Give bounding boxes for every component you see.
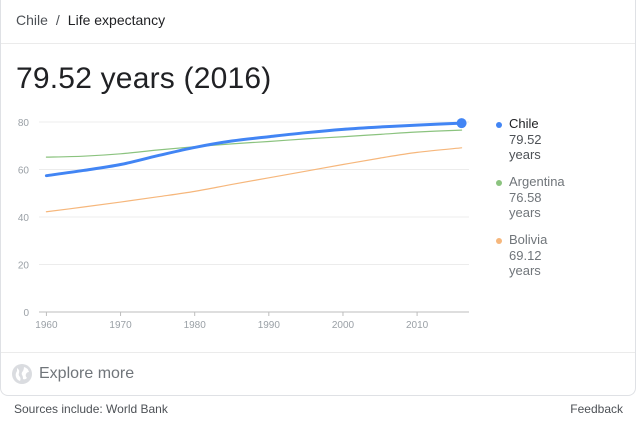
x-tick-label: 1980 bbox=[184, 320, 207, 331]
legend-value: 69.12 years bbox=[509, 248, 542, 278]
explore-more-button[interactable]: Explore more bbox=[11, 363, 134, 385]
globe-icon bbox=[12, 364, 32, 384]
legend-value: 79.52 years bbox=[509, 132, 542, 162]
y-tick-label: 60 bbox=[18, 166, 30, 177]
feedback-link[interactable]: Feedback bbox=[570, 402, 623, 416]
legend-name: Argentina bbox=[509, 174, 565, 189]
y-tick-label: 20 bbox=[18, 261, 30, 272]
series-line-argentina bbox=[45, 129, 463, 158]
divider bbox=[1, 43, 635, 44]
legend-dot-bolivia bbox=[496, 238, 502, 244]
y-tick-label: 80 bbox=[18, 118, 30, 129]
series-line-chile bbox=[44, 121, 464, 178]
legend-name: Chile bbox=[509, 116, 539, 131]
y-tick-label: 0 bbox=[23, 308, 29, 319]
breadcrumb: Chile / Life expectancy bbox=[16, 12, 165, 28]
legend-dot-chile bbox=[496, 122, 502, 128]
divider bbox=[1, 352, 635, 353]
x-tick-label: 1990 bbox=[258, 320, 281, 331]
explore-more-label: Explore more bbox=[39, 365, 135, 382]
x-tick-label: 2000 bbox=[332, 320, 355, 331]
sources-note: Sources include: World Bank bbox=[14, 402, 168, 416]
life-expectancy-chart: 0 20 40 60 80 1960 1970 1980 1990 2000 2010 bbox=[18, 118, 469, 331]
headline-value: 79.52 years (2016) bbox=[16, 62, 272, 95]
series-line-bolivia bbox=[45, 147, 463, 213]
breadcrumb-current: Life expectancy bbox=[67, 12, 166, 28]
legend-value: 76.58 years bbox=[509, 190, 542, 220]
breadcrumb-separator: / bbox=[55, 12, 60, 28]
legend-dot-argentina bbox=[496, 180, 502, 186]
breadcrumb-country[interactable]: Chile bbox=[16, 12, 48, 28]
x-tick-label: 1960 bbox=[35, 320, 58, 331]
x-tick-label: 1970 bbox=[109, 320, 132, 331]
knowledge-card: Chile / Life expectancy 79.52 years (201… bbox=[0, 0, 636, 396]
highlight-point bbox=[456, 118, 467, 129]
y-tick-label: 40 bbox=[18, 213, 30, 224]
legend-name: Bolivia bbox=[509, 232, 548, 247]
x-tick-label: 2010 bbox=[406, 320, 429, 331]
